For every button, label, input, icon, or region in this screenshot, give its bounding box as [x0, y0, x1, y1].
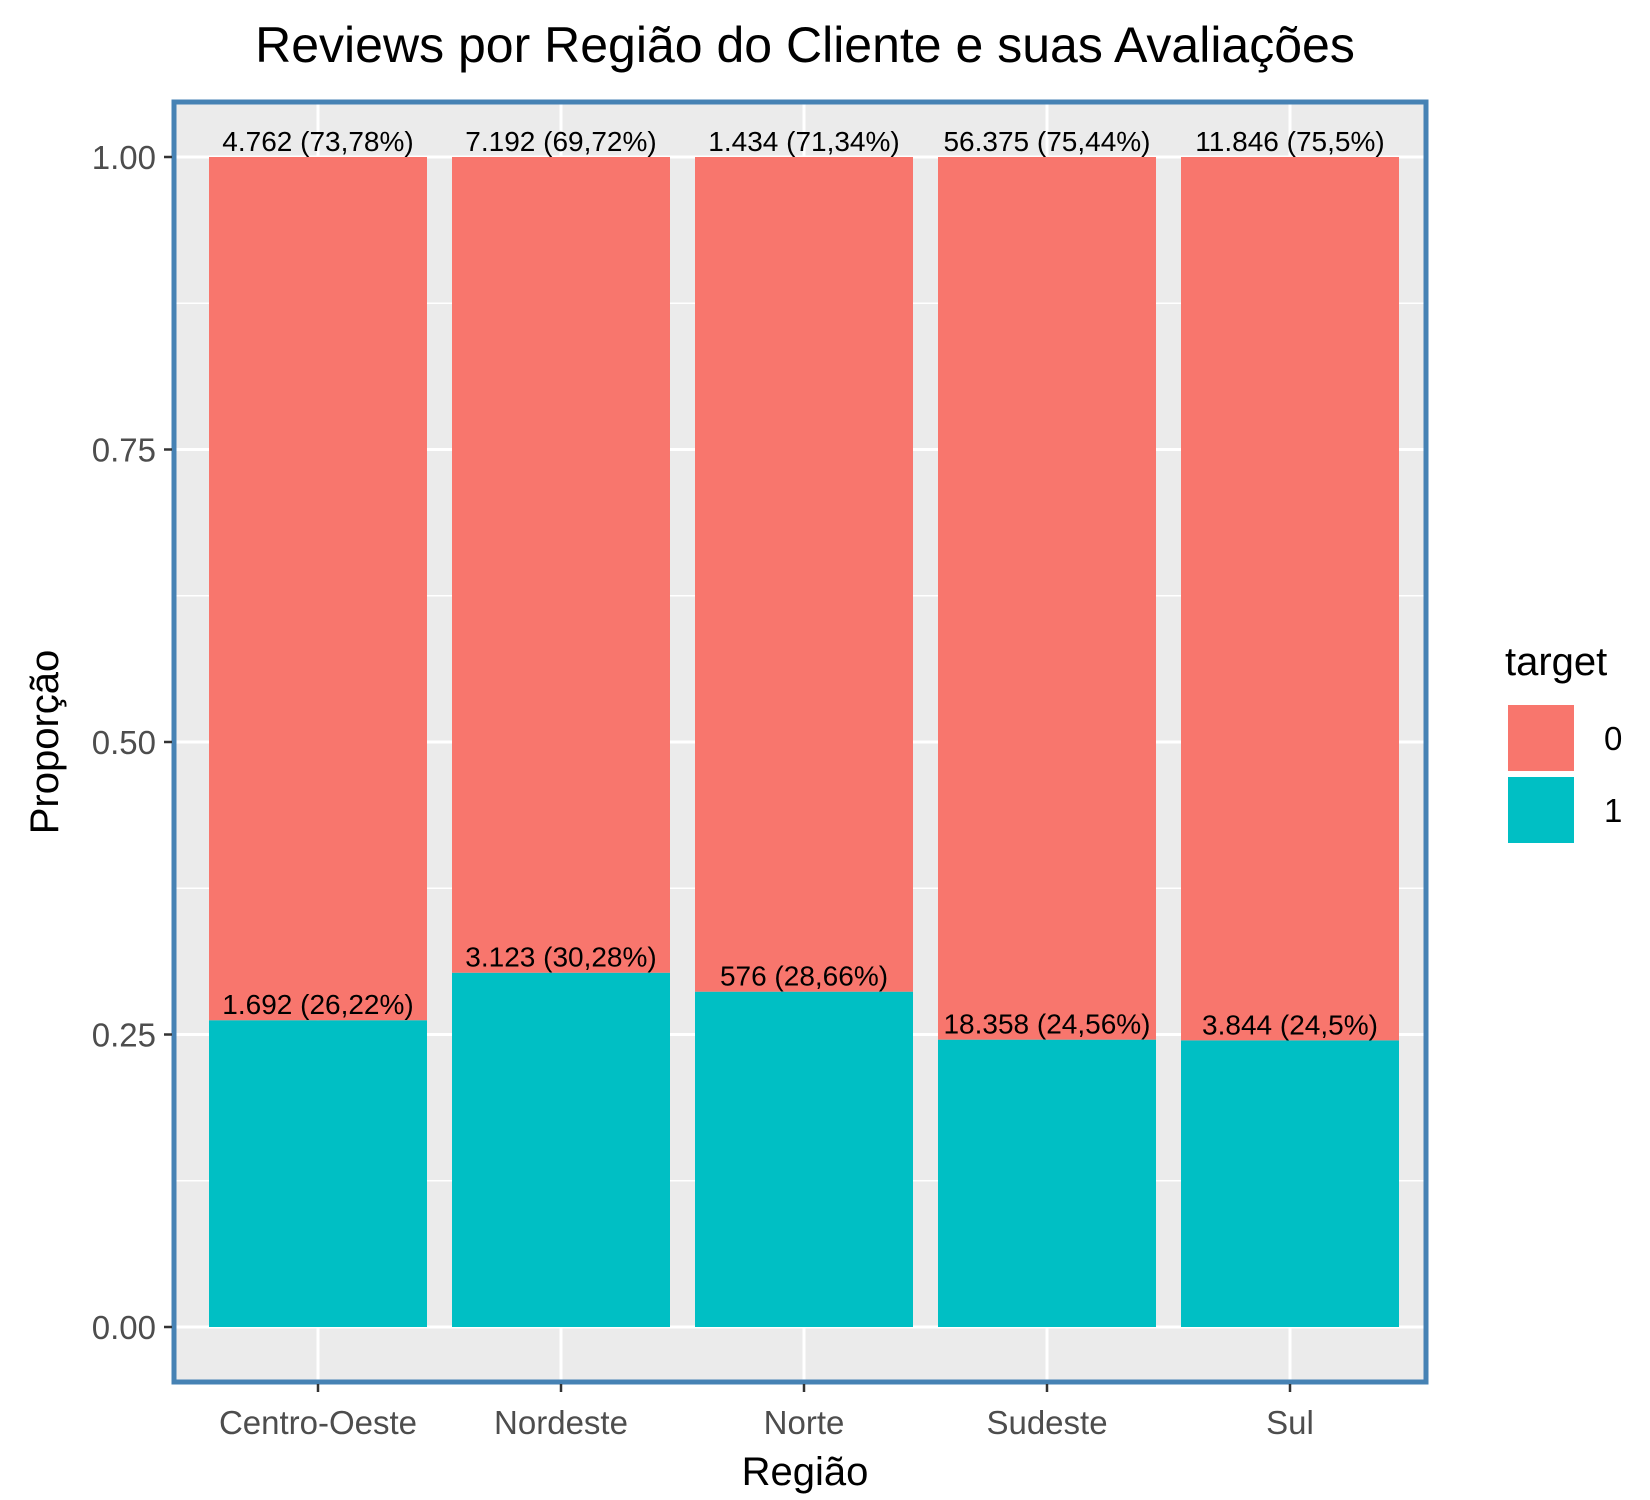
chart-title: Reviews por Região do Cliente e suas Ava… — [255, 17, 1355, 73]
bars — [209, 157, 1399, 1327]
x-tick-label: Sul — [1266, 1404, 1314, 1441]
legend: target 0 1 — [1505, 640, 1622, 843]
data-label-target-0: 7.192 (69,72%) — [465, 126, 656, 157]
data-label-target-0: 1.434 (71,34%) — [708, 126, 899, 157]
y-axis: 0.00 0.25 0.50 0.75 1.00 — [92, 139, 172, 1346]
legend-title: target — [1505, 640, 1607, 684]
bar-target-0-centro-oeste — [209, 157, 427, 1021]
x-axis-title: Região — [742, 1450, 869, 1494]
y-tick-label: 0.00 — [92, 1309, 156, 1346]
y-tick-label: 0.25 — [92, 1017, 156, 1054]
data-label-target-1: 3.844 (24,5%) — [1202, 1009, 1378, 1040]
bar-target-1-norte — [695, 991, 913, 1327]
legend-key-1 — [1508, 777, 1574, 843]
legend-label-0: 0 — [1604, 720, 1622, 757]
data-label-target-1: 576 (28,66%) — [720, 961, 888, 992]
y-axis-title: Proporção — [23, 650, 67, 835]
legend-label-1: 1 — [1604, 792, 1622, 829]
data-label-target-1: 3.123 (30,28%) — [465, 942, 656, 973]
y-tick-label: 0.50 — [92, 724, 156, 761]
x-tick-label: Nordeste — [494, 1404, 628, 1441]
bar-target-1-centro-oeste — [209, 1020, 427, 1327]
data-label-target-0: 11.846 (75,5%) — [1195, 126, 1384, 157]
bar-target-1-nordeste — [452, 972, 670, 1327]
data-label-target-0: 4.762 (73,78%) — [222, 126, 413, 157]
legend-key-0 — [1508, 705, 1574, 771]
data-labels: 4.762 (73,78%) 1.692 (26,22%) 7.192 (69,72… — [222, 126, 1384, 1040]
bar-target-0-norte — [695, 157, 913, 992]
bar-target-0-sul — [1181, 157, 1399, 1041]
x-axis: Centro-Oeste Nordeste Norte Sudeste Sul — [219, 1384, 1314, 1441]
y-tick-label: 1.00 — [92, 139, 156, 176]
bar-target-0-nordeste — [452, 157, 670, 973]
bar-target-0-sudeste — [938, 157, 1156, 1040]
x-tick-label: Sudeste — [986, 1404, 1107, 1441]
y-tick-label: 0.75 — [92, 432, 156, 469]
data-label-target-1: 18.358 (24,56%) — [943, 1009, 1150, 1040]
bar-target-1-sudeste — [938, 1039, 1156, 1327]
x-tick-label: Norte — [764, 1404, 845, 1441]
data-label-target-1: 1.692 (26,22%) — [222, 989, 413, 1020]
plot-border — [171, 99, 1429, 1385]
bar-target-1-sul — [1181, 1040, 1399, 1327]
data-label-target-0: 56.375 (75,44%) — [943, 126, 1150, 157]
x-tick-label: Centro-Oeste — [219, 1404, 417, 1441]
